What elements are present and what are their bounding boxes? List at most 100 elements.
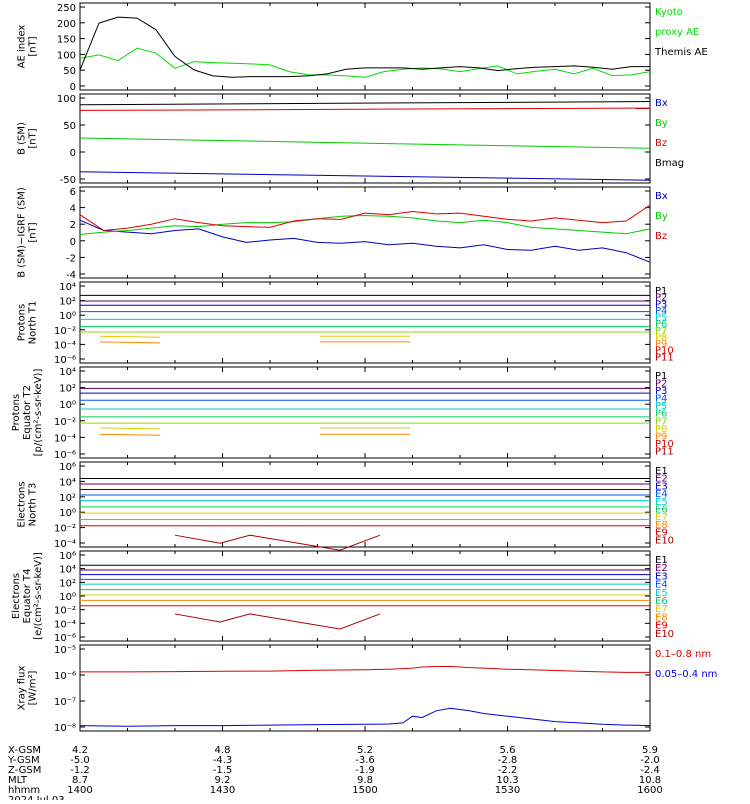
panel-frame bbox=[79, 461, 651, 548]
series-line bbox=[79, 204, 651, 232]
series-line bbox=[79, 16, 650, 78]
axis-row-value: 4.2 bbox=[72, 745, 88, 756]
legend-entry: E4 bbox=[655, 489, 668, 500]
panel-frame bbox=[79, 644, 651, 732]
channel-line bbox=[99, 341, 161, 344]
legend-entry: P7 bbox=[655, 326, 667, 337]
legend-entry: E7 bbox=[655, 512, 668, 523]
ytick-label: 10⁶ bbox=[59, 462, 76, 473]
channel-line bbox=[174, 613, 381, 630]
axis-row-value: -2.2 bbox=[498, 765, 518, 776]
ytick-label: 10⁻⁴ bbox=[54, 340, 76, 351]
axis-row-label: Z-GSM bbox=[8, 765, 41, 776]
axis-row-label: Y-GSM bbox=[7, 755, 40, 766]
legend-entry: P9 bbox=[655, 431, 667, 442]
legend-entry: E6 bbox=[655, 505, 668, 516]
legend-entry: Bmag bbox=[655, 158, 684, 169]
ytick-label: 10⁰ bbox=[59, 400, 76, 411]
ytick-label: 10⁻² bbox=[54, 417, 76, 428]
legend-entry: E5 bbox=[655, 588, 668, 599]
ytick-label: 10⁴ bbox=[59, 565, 76, 576]
axis-row-value: 1430 bbox=[210, 785, 235, 796]
ylabel: North T1 bbox=[28, 301, 39, 345]
legend-entry: P5 bbox=[655, 401, 667, 412]
legend-entry: E10 bbox=[655, 535, 674, 546]
axis-row-value: -2.0 bbox=[640, 755, 660, 766]
legend-entry: E3 bbox=[655, 571, 668, 582]
axis-row-label: MLT bbox=[8, 775, 28, 786]
series-line bbox=[79, 107, 651, 111]
legend-entry: E3 bbox=[655, 481, 668, 492]
panel-bigrf: 6 4 2 0 -2 -4 B (SM)−IGRF (SM) [nT] Bx By Bz bbox=[17, 186, 668, 281]
legend-entry: P1 bbox=[655, 286, 667, 297]
panel-frame bbox=[79, 366, 651, 459]
ytick-label: 10⁻² bbox=[54, 606, 76, 617]
legend-entry: By bbox=[655, 118, 668, 129]
ytick-label: 10² bbox=[59, 578, 76, 589]
legend-entry: P2 bbox=[655, 293, 667, 304]
ytick-label: 10² bbox=[59, 384, 76, 395]
panel-bsm: 100 50 0 -50 B (SM) [nT] Bx By Bz Bmag bbox=[17, 93, 684, 186]
ytick-label: 2 bbox=[70, 220, 76, 231]
ytick-label: 10⁰ bbox=[59, 592, 76, 603]
legend-entry: E8 bbox=[655, 612, 668, 623]
ytick-label: 0 bbox=[70, 82, 76, 93]
ytick-label: 10⁶ bbox=[59, 551, 76, 562]
series-line bbox=[79, 219, 651, 263]
panel-pe: 10⁴ 10² 10⁰ 10⁻² 10⁻⁴ 10⁻⁶ Protons Equator T2 [p… bbox=[11, 366, 674, 461]
axis-row-value: -3.6 bbox=[355, 755, 375, 766]
ytick-label: 10² bbox=[59, 493, 76, 504]
channel-line bbox=[99, 335, 161, 338]
legend-entry: E10 bbox=[655, 629, 674, 640]
legend-entry: P6 bbox=[655, 409, 667, 420]
legend-entry: P4 bbox=[655, 394, 667, 405]
legend-entry: E6 bbox=[655, 596, 668, 607]
axis-row-value: 1530 bbox=[495, 785, 520, 796]
legend-entry: Bx bbox=[655, 191, 668, 202]
axis-row-label: hhmm bbox=[8, 785, 40, 796]
legend-entry: P5 bbox=[655, 313, 667, 324]
axis-row-value: 10.8 bbox=[639, 775, 661, 786]
legend-entry: E9 bbox=[655, 528, 668, 539]
ytick-label: 100 bbox=[57, 94, 76, 105]
ylabel: B (SM) bbox=[17, 122, 28, 155]
legend-entry: proxy AE bbox=[655, 27, 699, 38]
ylabel: Electrons bbox=[11, 573, 22, 619]
ylabel: [nT] bbox=[28, 128, 39, 148]
legend-entry: P3 bbox=[655, 386, 667, 397]
legend-entry: E1 bbox=[655, 466, 668, 477]
legend-entry: P10 bbox=[655, 439, 674, 450]
legend-entry: P8 bbox=[655, 424, 667, 435]
ylabel: Equator T4 bbox=[22, 569, 33, 624]
axis-row-value: 1600 bbox=[637, 785, 662, 796]
panel-ae: 250 200 150 100 50 0 AE index [nT] Kyoto proxy AE… bbox=[17, 2, 708, 93]
panel-frame bbox=[79, 550, 651, 642]
series-line bbox=[79, 101, 651, 106]
axis-row-label: X-GSM bbox=[8, 745, 41, 756]
ytick-label: -2 bbox=[66, 253, 76, 264]
ytick-label: 100 bbox=[57, 50, 76, 61]
ytick-label: 50 bbox=[63, 66, 76, 77]
legend-entry: P3 bbox=[655, 299, 667, 310]
axis-row-value: 1500 bbox=[352, 785, 377, 796]
channel-line bbox=[99, 433, 161, 436]
ytick-label: 250 bbox=[57, 3, 76, 14]
ytick-label: 10⁰ bbox=[59, 311, 76, 322]
series-line bbox=[79, 137, 651, 149]
axis-row-value: 5.9 bbox=[642, 745, 658, 756]
axis-row-value: 1400 bbox=[67, 785, 92, 796]
ytick-label: 10⁻⁶ bbox=[54, 633, 76, 644]
channel-line bbox=[99, 427, 161, 430]
legend-entry: P4 bbox=[655, 306, 667, 317]
axis-row-value: -2.8 bbox=[498, 755, 518, 766]
ytick-label: -4 bbox=[66, 270, 76, 281]
ytick-label: 10⁻² bbox=[54, 524, 76, 535]
series-line bbox=[79, 47, 651, 78]
series-line bbox=[79, 214, 651, 235]
axis-row-value: -4.3 bbox=[213, 755, 233, 766]
legend-entry: Bz bbox=[655, 231, 667, 242]
ylabel: B (SM)−IGRF (SM) bbox=[17, 187, 28, 278]
legend-entry: P2 bbox=[655, 379, 667, 390]
